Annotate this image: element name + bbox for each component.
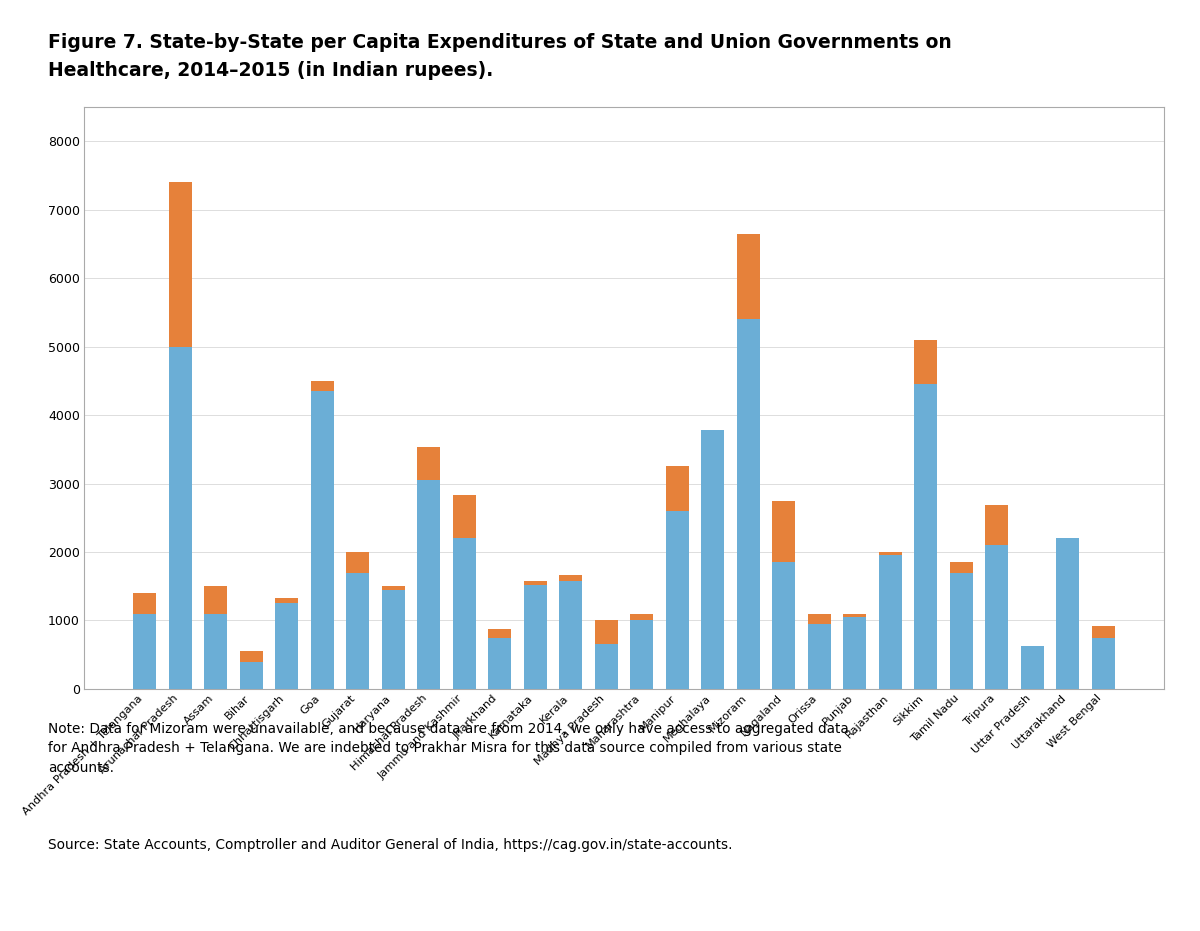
Bar [311, 381, 334, 391]
Bar [559, 575, 582, 581]
Bar [418, 480, 440, 689]
Bar [523, 585, 547, 689]
Bar [452, 538, 475, 689]
Bar [808, 624, 830, 689]
Bar [382, 587, 404, 589]
Bar [878, 552, 902, 556]
Bar [418, 447, 440, 480]
Bar [204, 614, 227, 689]
Bar [168, 182, 192, 346]
Bar [168, 346, 192, 689]
Bar [985, 546, 1008, 689]
Bar [559, 581, 582, 689]
Bar [240, 652, 263, 662]
Bar [452, 494, 475, 538]
Bar [488, 638, 511, 689]
Bar [346, 552, 370, 573]
Bar [630, 614, 653, 620]
Text: Source: State Accounts, Comptroller and Auditor General of India, https://cag.go: Source: State Accounts, Comptroller and … [48, 838, 732, 852]
Bar [382, 589, 404, 689]
Bar [275, 598, 299, 603]
Bar [630, 620, 653, 689]
Bar [701, 430, 725, 689]
Bar [949, 573, 973, 689]
Bar [773, 562, 796, 689]
Bar [133, 614, 156, 689]
Bar [595, 644, 618, 689]
Bar [844, 617, 866, 689]
Bar [773, 501, 796, 562]
Text: Note: Data for Mizoram were unavailable, and because data are from 2014, we only: Note: Data for Mizoram were unavailable,… [48, 722, 848, 775]
Bar [914, 385, 937, 689]
Bar [1021, 646, 1044, 689]
Bar [737, 234, 760, 319]
Bar [914, 340, 937, 385]
Bar [985, 506, 1008, 546]
Bar [240, 662, 263, 689]
Bar [595, 620, 618, 644]
Bar [808, 614, 830, 624]
Bar [844, 614, 866, 617]
Bar [1092, 626, 1115, 638]
Bar [1056, 538, 1080, 689]
Bar [666, 511, 689, 689]
Bar [346, 573, 370, 689]
Bar [737, 319, 760, 689]
Text: Healthcare, 2014–2015 (in Indian rupees).: Healthcare, 2014–2015 (in Indian rupees)… [48, 61, 493, 79]
Text: Figure 7. State-by-State per Capita Expenditures of State and Union Governments : Figure 7. State-by-State per Capita Expe… [48, 33, 952, 51]
Bar [878, 556, 902, 689]
Bar [133, 593, 156, 614]
Bar [488, 629, 511, 638]
Bar [666, 466, 689, 511]
Bar [949, 562, 973, 573]
Bar [311, 391, 334, 689]
Bar [523, 581, 547, 585]
Bar [275, 603, 299, 689]
Bar [1092, 638, 1115, 689]
Bar [204, 587, 227, 614]
